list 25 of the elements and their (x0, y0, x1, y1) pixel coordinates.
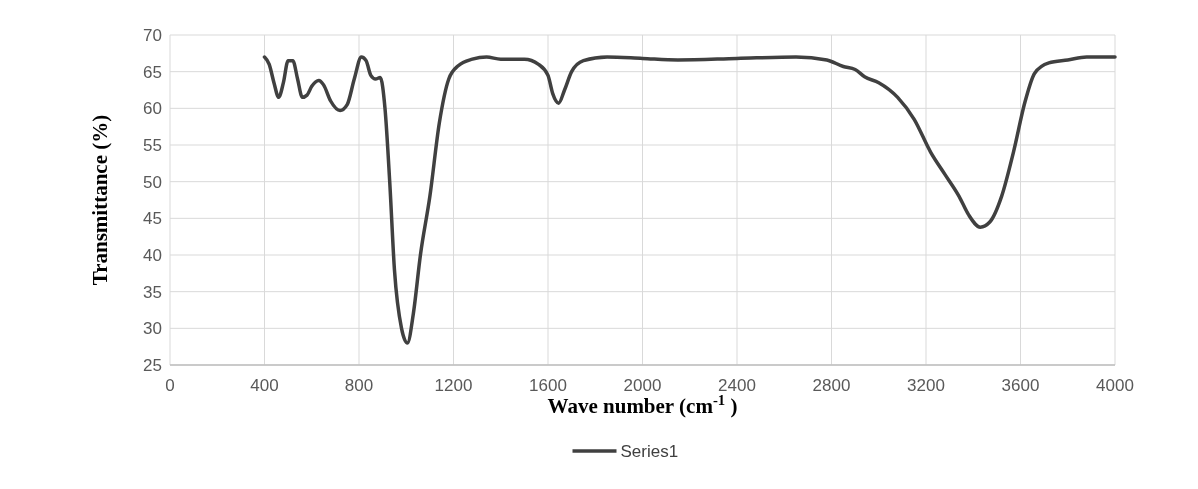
legend-label: Series1 (620, 441, 679, 461)
x-tick-label: 2800 (812, 376, 851, 395)
x-tick-label: 2400 (718, 376, 756, 395)
x-tick-label: 1600 (529, 376, 567, 395)
x-tick-label: 3600 (1001, 376, 1040, 395)
line-series (262, 55, 1117, 345)
x-axis-title: Wave number (cm$^{-1}$ ) (547, 392, 738, 418)
y-tick-label: 45 (143, 209, 162, 229)
x-tick-label: 1200 (434, 376, 473, 395)
y-tick-label: 30 (143, 319, 162, 339)
y-tick-label: 50 (143, 172, 162, 192)
y-tick-label: 25 (143, 355, 162, 375)
y-tick-label: 40 (143, 245, 162, 265)
y-tick-label: 65 (143, 62, 162, 82)
x-tick-label: 4000 (1096, 376, 1134, 395)
x-tick-label: 400 (250, 376, 279, 395)
y-tick-label: 60 (143, 99, 162, 119)
x-tick-label: 3200 (907, 376, 945, 395)
x-tick-label: 2000 (623, 376, 662, 395)
y-tick-label: 70 (143, 25, 162, 45)
y-tick-label: 35 (143, 282, 162, 302)
x-tick-label: 0 (165, 376, 175, 395)
y-axis-title: Transmittance (%) (88, 114, 112, 286)
x-tick-label: 800 (344, 376, 374, 395)
y-tick-label: 55 (143, 135, 162, 155)
